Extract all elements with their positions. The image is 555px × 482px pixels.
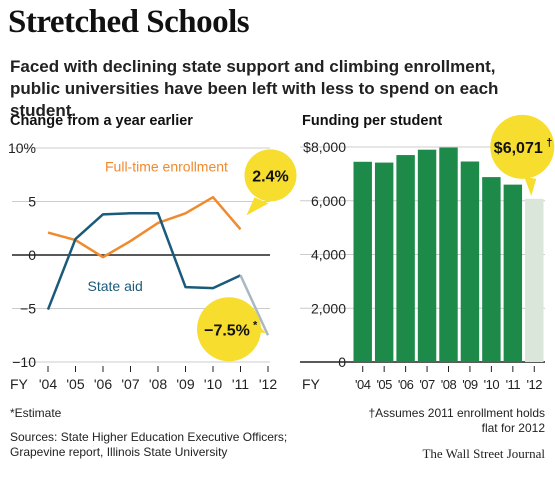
state-aid-callout-label: −7.5% — [204, 322, 250, 339]
left-y-tick-label: −5 — [20, 301, 36, 317]
funding-bar-estimate — [525, 199, 543, 362]
sources-note: Sources: State Higher Education Executiv… — [10, 430, 340, 460]
enrollment-callout-label: 2.4% — [252, 168, 288, 185]
funding-bar — [504, 185, 522, 362]
left-x-tick-label: '05 — [66, 376, 84, 392]
left-x-tick-label: '06 — [94, 376, 112, 392]
funding-bar — [418, 150, 436, 362]
funding-bar — [354, 162, 372, 362]
left-x-tick-label: '07 — [121, 376, 139, 392]
funding-bar — [396, 155, 414, 362]
state-aid-series-label: State aid — [88, 278, 143, 294]
left-x-tick-label: '04 — [39, 376, 57, 392]
right-y-tick-label: 6,000 — [311, 193, 346, 209]
right-y-tick-label: $8,000 — [303, 139, 346, 155]
left-y-tick-label: −10 — [12, 354, 36, 370]
funding-bar — [439, 148, 457, 362]
enrollment-series-label: Full-time enrollment — [105, 159, 228, 175]
right-y-tick-label: 2,000 — [311, 300, 346, 316]
right-y-tick-label: 0 — [338, 354, 346, 370]
right-x-tick-label: '06 — [398, 377, 414, 392]
left-x-tick-label: '12 — [259, 376, 277, 392]
left-x-tick-label: '10 — [204, 376, 222, 392]
right-x-tick-label: '08 — [441, 377, 457, 392]
state-aid-line — [48, 213, 241, 309]
right-x-tick-label: '12 — [527, 377, 543, 392]
right-y-tick-label: 4,000 — [311, 247, 346, 263]
funding-bar — [461, 162, 479, 362]
right-x-tick-label: '09 — [462, 377, 478, 392]
funding-callout-pointer — [524, 177, 536, 196]
left-y-tick-label: 5 — [28, 194, 36, 210]
funding-bar — [375, 163, 393, 362]
estimate-footnote: *Estimate — [10, 406, 61, 421]
enrollment-line — [48, 197, 241, 257]
left-x-prefix: FY — [10, 376, 29, 392]
publisher-credit: The Wall Street Journal — [355, 446, 545, 461]
funding-callout-label: $6,071 — [494, 140, 543, 157]
right-x-tick-label: '07 — [419, 377, 435, 392]
right-x-tick-label: '10 — [484, 377, 500, 392]
left-x-tick-label: '08 — [149, 376, 167, 392]
left-x-tick-label: '11 — [232, 376, 249, 392]
left-y-tick-label: 10% — [8, 140, 36, 156]
right-x-prefix: FY — [302, 376, 321, 392]
left-x-tick-label: '09 — [176, 376, 194, 392]
right-x-tick-label: '04 — [355, 377, 371, 392]
funding-bar — [482, 177, 500, 362]
state-aid-callout-mark: * — [253, 319, 258, 331]
funding-callout-mark: † — [546, 137, 552, 149]
right-x-tick-label: '11 — [506, 377, 521, 392]
assumption-footnote: †Assumes 2011 enrollment holds flat for … — [355, 406, 545, 436]
right-x-tick-label: '05 — [376, 377, 392, 392]
